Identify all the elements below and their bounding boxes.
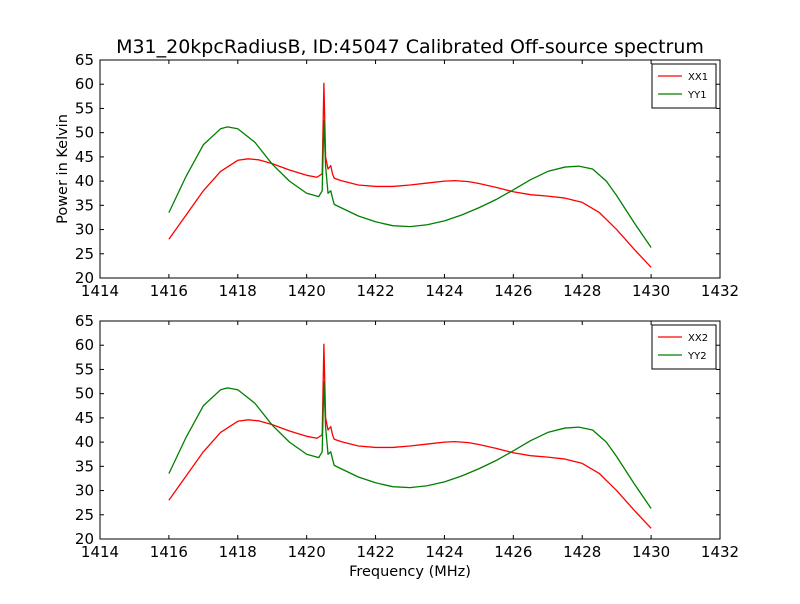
y-tick-label: 55: [75, 99, 94, 117]
plot-area-frame: [99, 320, 721, 540]
y-tick-label: 50: [75, 385, 94, 403]
legend-label-yy2: YY2: [687, 351, 707, 362]
x-tick-label: 1432: [701, 543, 739, 561]
legend-label-yy1: YY1: [687, 90, 707, 101]
x-tick-label: 1430: [632, 282, 670, 300]
x-tick-label: 1420: [288, 543, 326, 561]
x-tick-label: 1428: [563, 282, 601, 300]
x-tick-label: 1414: [81, 543, 119, 561]
y-tick-label: 20: [75, 530, 94, 548]
x-tick-label: 1416: [150, 282, 188, 300]
y-tick-label: 60: [75, 336, 94, 354]
x-axis-label: Frequency (MHz): [349, 564, 471, 580]
series-line-xx1: [168, 82, 652, 268]
y-tick-label: 35: [75, 457, 94, 475]
y-tick-label: 45: [75, 148, 94, 166]
x-tick-label: 1416: [150, 543, 188, 561]
x-tick-label: 1424: [425, 543, 463, 561]
y-tick-label: 55: [75, 360, 94, 378]
legend-label-xx2: XX2: [688, 333, 708, 344]
y-tick-label: 25: [75, 245, 94, 263]
y-tick-label: 45: [75, 409, 94, 427]
series-line-yy2: [168, 380, 652, 509]
y-tick-label: 20: [75, 269, 94, 287]
x-tick-label: 1428: [563, 543, 601, 561]
x-tick-label: 1418: [219, 282, 257, 300]
y-tick-label: 25: [75, 506, 94, 524]
plots-group: 1414 1416 1418 1420 1422 1424 1426 1428 1430 1432…: [55, 51, 739, 580]
y-tick-label: 40: [75, 433, 94, 451]
x-tick-label: 1418: [219, 543, 257, 561]
y-tick-label: 30: [75, 482, 94, 500]
x-tick-label: 1430: [632, 543, 670, 561]
y-tick-label: 50: [75, 124, 94, 142]
x-tick-label: 1422: [356, 282, 394, 300]
y-tick-label: 65: [75, 312, 94, 330]
y-tick-label: 40: [75, 172, 94, 190]
chart-panel-2: 1414 1416 1418 1420 1422 1424 1426 1428 1430 1432…: [75, 312, 739, 580]
plot-area-frame: [99, 59, 721, 279]
chart-panel-1: 1414 1416 1418 1420 1422 1424 1426 1428 1430 1432…: [55, 51, 739, 300]
x-tick-label: 1424: [425, 282, 463, 300]
y-tick-label: 65: [75, 51, 94, 69]
y-tick-label: 35: [75, 196, 94, 214]
x-tick-label: 1432: [701, 282, 739, 300]
y-axis-label: Power in Kelvin: [55, 114, 71, 224]
legend-box: [651, 63, 717, 109]
x-tick-label: 1422: [356, 543, 394, 561]
chart-title: M31_20kpcRadiusB, ID:45047 Calibrated Of…: [116, 36, 704, 58]
x-tick-label: 1414: [81, 282, 119, 300]
legend-label-xx1: XX1: [688, 72, 708, 83]
x-tick-label: 1426: [494, 282, 532, 300]
legend-box: [651, 324, 717, 370]
y-tick-label: 60: [75, 75, 94, 93]
y-tick-label: 30: [75, 221, 94, 239]
series-line-yy1: [168, 119, 652, 248]
x-tick-label: 1426: [494, 543, 532, 561]
series-line-xx2: [168, 343, 652, 529]
x-tick-label: 1420: [288, 282, 326, 300]
